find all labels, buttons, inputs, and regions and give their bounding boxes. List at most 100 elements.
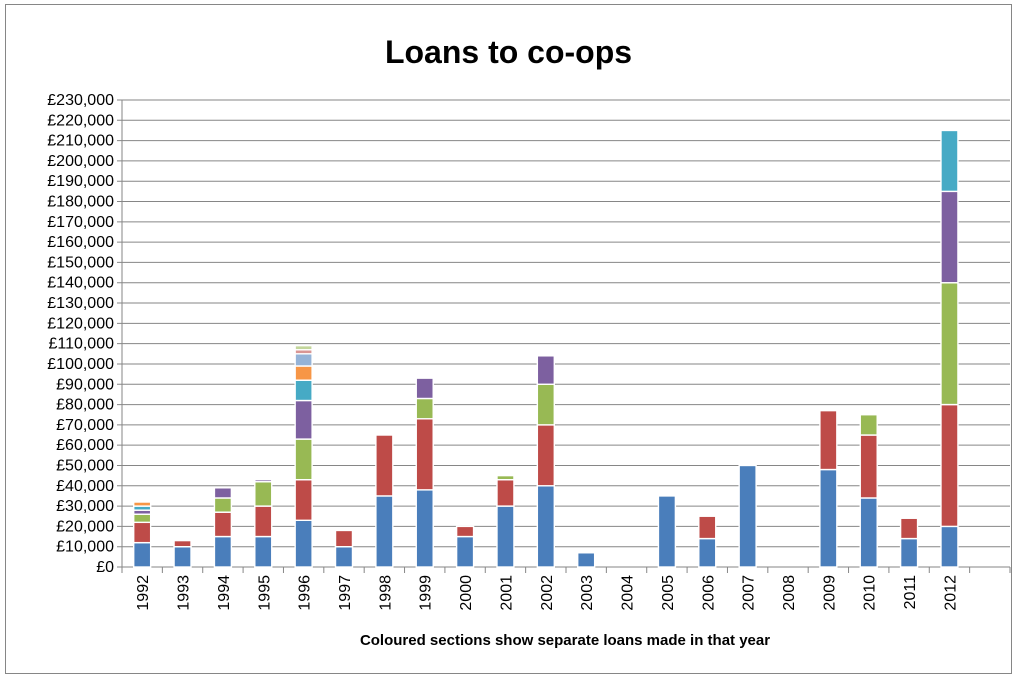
y-tick-label: £110,000 — [48, 336, 114, 353]
y-tick-label: £170,000 — [47, 214, 114, 231]
x-tick-label: 2007 — [741, 575, 758, 611]
y-tick-label: £50,000 — [56, 457, 114, 474]
bar-segment — [698, 537, 717, 568]
bar-segment — [738, 464, 757, 568]
y-tick-label: £40,000 — [56, 478, 114, 495]
y-tick-label: £70,000 — [56, 417, 114, 434]
bar-segment — [133, 541, 152, 568]
bar-segment — [536, 485, 555, 568]
y-tick-label: £100,000 — [47, 356, 114, 373]
chart-title: Loans to co-ops — [384, 34, 633, 70]
x-tick-label: 2001 — [498, 575, 515, 611]
bar-segment — [940, 129, 959, 193]
bar-segment — [899, 517, 919, 540]
bar-segment — [294, 379, 313, 402]
bar-segment — [213, 535, 233, 568]
x-tick-label: 2005 — [660, 575, 677, 611]
y-tick-label: £10,000 — [56, 539, 114, 556]
bar-segment — [940, 282, 959, 406]
bar-segment — [294, 365, 313, 381]
y-tick-label: £220,000 — [47, 112, 114, 129]
y-tick-label: £140,000 — [47, 275, 114, 292]
x-tick-label: 1992 — [135, 575, 152, 611]
bar-segment — [859, 497, 878, 568]
bar-segment — [254, 478, 273, 483]
bar-segment — [496, 505, 515, 568]
x-tick-label: 1997 — [337, 575, 354, 611]
bar-segment — [536, 355, 555, 385]
x-tick-label: 2011 — [902, 575, 919, 610]
bar-segment — [415, 489, 434, 568]
x-tick-label: 2006 — [700, 575, 717, 611]
x-tick-label: 1996 — [297, 575, 314, 611]
bar-segment — [294, 478, 313, 522]
y-tick-label: £190,000 — [47, 173, 114, 190]
y-tick-label: £0 — [96, 559, 114, 576]
bar-segment — [698, 515, 717, 540]
x-axis-label: Coloured sections show separate loans ma… — [359, 632, 771, 649]
bar-segment — [940, 190, 959, 284]
y-tick-label: £30,000 — [56, 498, 114, 515]
bar-segment — [415, 397, 434, 420]
x-tick-label: 1995 — [256, 575, 273, 611]
bar-segment — [375, 434, 394, 497]
bar-segment — [173, 545, 192, 568]
bar-segment — [133, 521, 152, 544]
x-tick-label: 2010 — [862, 575, 879, 611]
x-tick-label: 2008 — [781, 575, 798, 611]
bar-segment — [254, 505, 273, 538]
bar-segment — [455, 535, 475, 568]
bar-segment — [819, 409, 838, 471]
bar-segment — [294, 353, 313, 367]
bar-segment — [294, 519, 313, 568]
x-tick-label: 1999 — [418, 575, 435, 611]
x-tick-label: 2003 — [579, 575, 596, 611]
y-tick-label: £160,000 — [47, 234, 114, 251]
bar-segment — [415, 418, 434, 491]
y-tick-label: £130,000 — [47, 295, 114, 312]
y-tick-label: £20,000 — [56, 518, 114, 535]
y-tick-label: £90,000 — [56, 376, 114, 393]
bar-segment — [859, 434, 878, 499]
bar-segment — [819, 468, 838, 568]
bar-segment — [415, 377, 434, 400]
x-tick-label: 2009 — [821, 575, 838, 611]
bar-segment — [859, 414, 878, 436]
bar-segment — [940, 403, 959, 528]
bar-segment — [173, 539, 192, 548]
y-tick-label: £80,000 — [56, 397, 114, 414]
x-tick-label: 1994 — [216, 575, 233, 611]
bar-segment — [536, 424, 555, 487]
bar-segment — [133, 513, 152, 524]
x-tick-label: 1993 — [176, 575, 193, 611]
bar-segment — [455, 525, 475, 538]
bar-segment — [496, 474, 515, 481]
x-tick-label: 1998 — [377, 575, 394, 611]
x-tick-label: 2002 — [539, 575, 556, 611]
bar-segment — [294, 344, 313, 351]
bar-segment — [294, 438, 313, 481]
bar-segment — [940, 525, 959, 568]
y-tick-label: £180,000 — [47, 194, 114, 211]
bar-segment — [213, 487, 233, 499]
bar-segment — [294, 399, 313, 440]
y-tick-label: £200,000 — [47, 153, 114, 170]
y-tick-label: £210,000 — [47, 133, 114, 150]
bar-segment — [213, 511, 233, 538]
bar-segment — [254, 535, 273, 568]
y-tick-label: £60,000 — [56, 437, 114, 454]
x-tick-label: 2012 — [942, 575, 959, 611]
bar-segment — [577, 552, 596, 568]
y-tick-label: £150,000 — [47, 254, 114, 271]
bar-segment — [657, 495, 677, 568]
x-tick-label: 2004 — [620, 575, 637, 611]
bar-segment — [334, 545, 354, 568]
bar-segment — [536, 383, 555, 426]
bar-segment — [899, 537, 919, 568]
bar-segment — [334, 529, 354, 548]
bar-segment — [254, 481, 273, 507]
bar-segment — [496, 478, 515, 507]
y-tick-label: £230,000 — [47, 92, 114, 109]
y-tick-label: £120,000 — [47, 315, 114, 332]
